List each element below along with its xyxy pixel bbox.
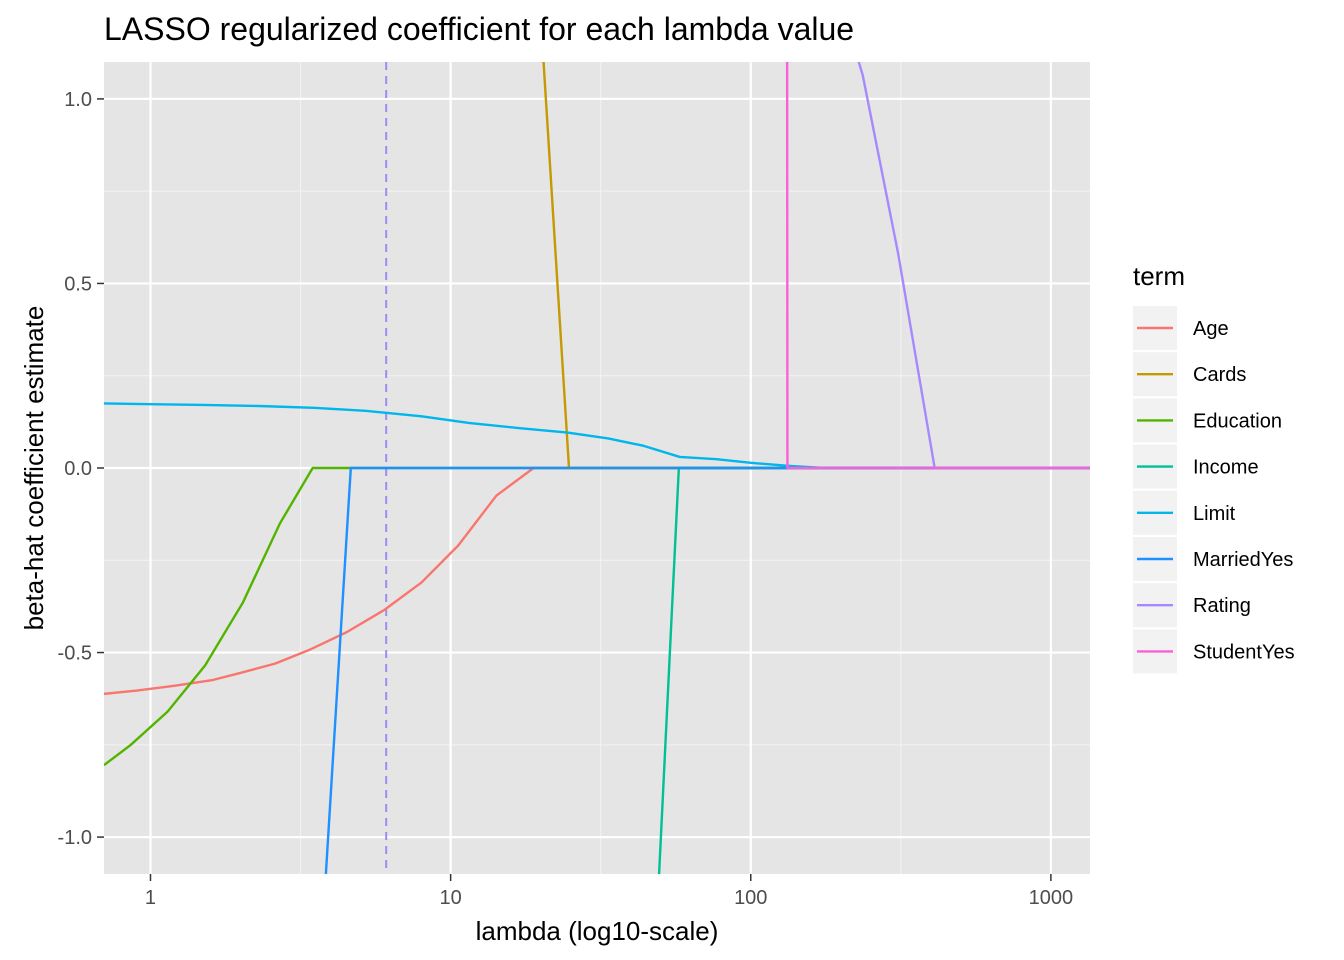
legend-label: StudentYes (1193, 641, 1295, 663)
legend-item-income: Income (1133, 444, 1259, 489)
series-line-education (104, 466, 1090, 767)
x-tick-label: 100 (734, 887, 767, 909)
series-line-studentyes (785, 62, 1090, 470)
legend-label: Income (1193, 457, 1259, 479)
legend-items: Age Cards Education Income Limit MarriedYes Ra… (1133, 306, 1295, 674)
legend-label: Limit (1193, 503, 1236, 525)
y-tick-label: -1.0 (58, 827, 92, 849)
x-tick-label: 1 (145, 887, 156, 909)
legend-item-age: Age (1133, 306, 1229, 350)
y-tick-label: 0.5 (64, 273, 92, 295)
y-tick-label: -0.5 (58, 643, 92, 665)
legend-item-limit: Limit (1133, 490, 1236, 535)
x-axis-title: lambda (log10-scale) (476, 916, 719, 946)
legend-item-rating: Rating (1133, 583, 1251, 628)
series-group (104, 62, 1090, 874)
legend-item-cards: Cards (1133, 352, 1246, 397)
y-tick-label: 0.0 (64, 458, 92, 480)
legend-item-education: Education (1133, 398, 1282, 443)
legend-label: Cards (1193, 364, 1246, 386)
y-tick-label: 1.0 (64, 89, 92, 111)
legend-item-marriedyes: MarriedYes (1133, 537, 1293, 581)
series-line-age (104, 466, 1090, 696)
legend-label: Rating (1193, 595, 1251, 617)
legend-label: Age (1193, 318, 1229, 340)
legend: term Age Cards Education Income Limit Married… (1133, 261, 1295, 674)
y-axis: -1.0 -0.5 0.0 0.5 1.0 (58, 89, 104, 849)
legend-title: term (1133, 261, 1185, 291)
x-axis: 1 10 100 1000 (145, 874, 1073, 909)
chart-title: LASSO regularized coefficient for each l… (104, 11, 854, 47)
series-line-limit (104, 402, 1090, 470)
legend-label: MarriedYes (1193, 549, 1293, 571)
x-tick-label: 10 (439, 887, 461, 909)
legend-label: Education (1193, 410, 1282, 432)
legend-item-studentyes: StudentYes (1133, 629, 1295, 674)
x-tick-label: 1000 (1029, 887, 1074, 909)
y-axis-title: beta-hat coefficient estimate (19, 306, 49, 631)
